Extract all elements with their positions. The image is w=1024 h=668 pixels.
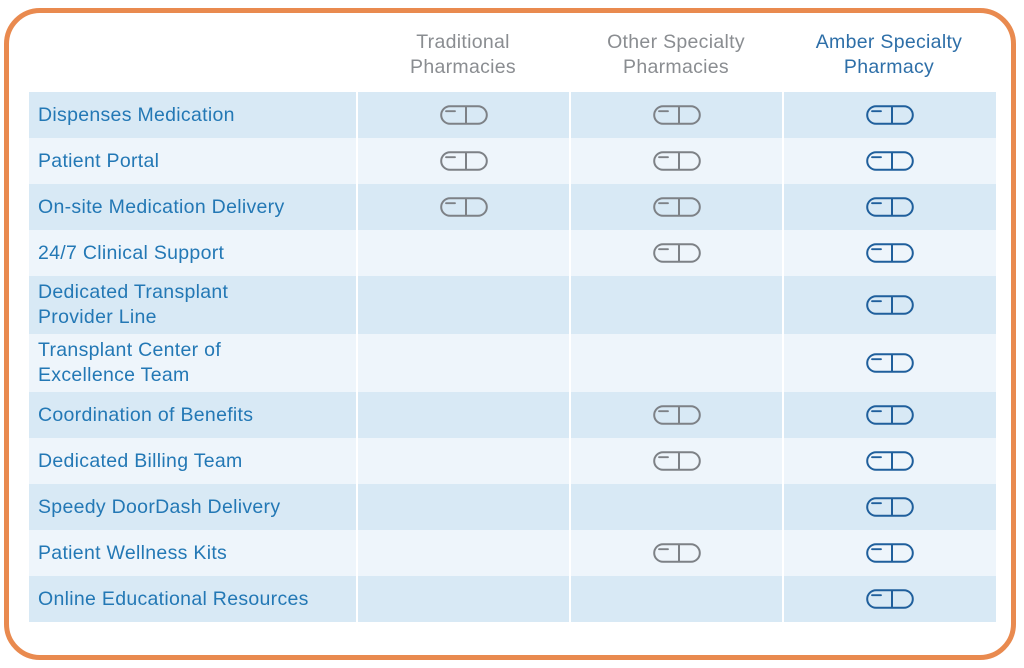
capsule-icon <box>866 105 914 125</box>
capsule-icon <box>439 197 488 217</box>
mark-cell <box>356 334 569 392</box>
mark-cell <box>356 484 569 530</box>
capsule-icon <box>866 451 914 471</box>
mark-cell <box>569 138 782 184</box>
feature-label-cell: Online Educational Resources <box>29 576 356 622</box>
mark-cell <box>782 230 996 276</box>
capsule-icon <box>652 405 701 425</box>
feature-label-cell: 24/7 Clinical Support <box>29 230 356 276</box>
table-row: Speedy DoorDash Delivery <box>29 484 996 530</box>
feature-label: Coordination of Benefits <box>38 403 254 426</box>
mark-cell <box>782 484 996 530</box>
comparison-table: Dispenses Medication Patient Portal On-sit… <box>29 92 996 622</box>
mark-cell <box>569 392 782 438</box>
feature-label-cell: Speedy DoorDash Delivery <box>29 484 356 530</box>
capsule-icon <box>439 151 488 171</box>
capsule-icon <box>652 451 701 471</box>
capsule-icon <box>866 405 914 425</box>
column-header-line: Pharmacies <box>410 56 516 78</box>
feature-label-cell: Dedicated Billing Team <box>29 438 356 484</box>
capsule-icon <box>866 497 914 517</box>
capsule-icon <box>866 543 914 563</box>
mark-cell <box>782 392 996 438</box>
mark-cell <box>569 92 782 138</box>
feature-label-cell: Dispenses Medication <box>29 92 356 138</box>
column-header-line: Pharmacies <box>623 56 729 78</box>
feature-label: Patient Wellness Kits <box>38 541 228 564</box>
capsule-icon <box>866 295 914 315</box>
feature-label-cell: Patient Portal <box>29 138 356 184</box>
feature-label-cell: Coordination of Benefits <box>29 392 356 438</box>
mark-cell <box>356 184 569 230</box>
feature-label: On-site Medication Delivery <box>38 195 285 218</box>
mark-cell <box>356 138 569 184</box>
mark-cell <box>356 230 569 276</box>
table-row: Dedicated Billing Team <box>29 438 996 484</box>
capsule-icon <box>652 197 701 217</box>
mark-cell <box>356 276 569 334</box>
mark-cell <box>356 438 569 484</box>
mark-cell <box>356 530 569 576</box>
table-row: Dispenses Medication <box>29 92 996 138</box>
capsule-icon <box>652 243 701 263</box>
mark-cell <box>782 576 996 622</box>
mark-cell <box>782 334 996 392</box>
column-header-line: Traditional <box>416 31 510 53</box>
capsule-icon <box>866 151 914 171</box>
feature-label: Patient Portal <box>38 149 160 172</box>
mark-cell <box>569 530 782 576</box>
column-header-line: Other Specialty <box>607 31 745 53</box>
mark-cell <box>782 138 996 184</box>
capsule-icon <box>652 151 701 171</box>
column-header-line: Amber Specialty <box>815 31 963 53</box>
mark-cell <box>782 276 996 334</box>
feature-label-cell: On-site Medication Delivery <box>29 184 356 230</box>
capsule-icon <box>652 105 701 125</box>
mark-cell <box>569 334 782 392</box>
column-header-line: Pharmacy <box>843 56 935 78</box>
table-row: Coordination of Benefits <box>29 392 996 438</box>
capsule-icon <box>866 243 914 263</box>
feature-label: 24/7 Clinical Support <box>38 241 225 264</box>
table-row: Online Educational Resources <box>29 576 996 622</box>
feature-label: Transplant Center of Excellence Team <box>38 339 222 386</box>
capsule-icon <box>652 543 701 563</box>
mark-cell <box>569 184 782 230</box>
feature-label-cell: Patient Wellness Kits <box>29 530 356 576</box>
feature-label: Dispenses Medication <box>38 103 235 126</box>
feature-label: Speedy DoorDash Delivery <box>38 495 281 518</box>
mark-cell <box>569 276 782 334</box>
mark-cell <box>782 184 996 230</box>
mark-cell <box>569 438 782 484</box>
feature-label-cell: Dedicated Transplant Provider Line <box>29 276 356 334</box>
capsule-icon <box>866 353 914 373</box>
mark-cell <box>569 576 782 622</box>
feature-label: Online Educational Resources <box>38 587 309 610</box>
feature-label: Dedicated Billing Team <box>38 449 243 472</box>
mark-cell <box>782 92 996 138</box>
table-row: 24/7 Clinical Support <box>29 230 996 276</box>
column-header-amber-specialty: Amber Specialty Pharmacy <box>783 30 995 92</box>
feature-label: Dedicated Transplant Provider Line <box>38 281 229 328</box>
table-row: Patient Wellness Kits <box>29 530 996 576</box>
feature-label-cell: Transplant Center of Excellence Team <box>29 334 356 392</box>
table-row: Transplant Center of Excellence Team <box>29 334 996 392</box>
table-row: Dedicated Transplant Provider Line <box>29 276 996 334</box>
mark-cell <box>356 92 569 138</box>
column-header-traditional: Traditional Pharmacies <box>357 30 569 92</box>
table-row: On-site Medication Delivery <box>29 184 996 230</box>
mark-cell <box>569 484 782 530</box>
mark-cell <box>569 230 782 276</box>
mark-cell <box>356 576 569 622</box>
capsule-icon <box>866 197 914 217</box>
table-row: Patient Portal <box>29 138 996 184</box>
mark-cell <box>782 530 996 576</box>
column-header-other-specialty: Other Specialty Pharmacies <box>570 30 782 92</box>
mark-cell <box>356 392 569 438</box>
capsule-icon <box>439 105 488 125</box>
capsule-icon <box>866 589 914 609</box>
mark-cell <box>782 438 996 484</box>
